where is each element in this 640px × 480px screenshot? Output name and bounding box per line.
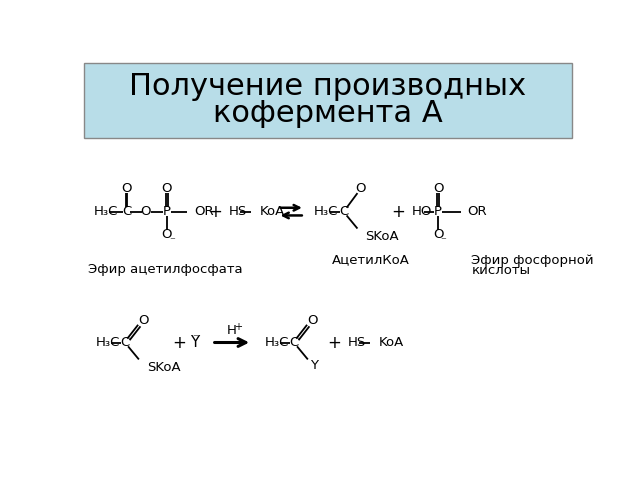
Text: HO: HO [412, 205, 432, 218]
Text: +: + [327, 334, 341, 351]
Text: +: + [209, 203, 223, 221]
Text: P: P [434, 205, 442, 218]
Text: H₃C: H₃C [264, 336, 289, 349]
Text: O: O [161, 228, 172, 241]
Text: OR: OR [195, 205, 214, 218]
Text: HS: HS [229, 205, 247, 218]
Text: KoA: KoA [379, 336, 404, 349]
Text: кислоты: кислоты [472, 264, 531, 277]
Text: C: C [339, 205, 348, 218]
Text: +: + [172, 334, 186, 351]
Text: Эфир ацетилфосфата: Эфир ацетилфосфата [88, 263, 243, 276]
Text: кофермента А: кофермента А [213, 98, 443, 128]
Text: Получение производных: Получение производных [129, 72, 527, 101]
Text: HS: HS [348, 336, 367, 349]
Text: SKoA: SKoA [147, 360, 180, 373]
Text: P: P [163, 205, 171, 218]
Text: H₃C: H₃C [94, 205, 118, 218]
Text: O: O [307, 314, 317, 327]
Text: H: H [227, 324, 237, 337]
Text: ⁻: ⁻ [440, 236, 447, 246]
Text: АцетилКоА: АцетилКоА [332, 253, 410, 266]
Text: C: C [289, 336, 298, 349]
Text: C: C [122, 205, 131, 218]
Text: O: O [433, 228, 444, 241]
Text: Эфир фосфорной: Эфир фосфорной [472, 254, 594, 267]
Text: ⁻: ⁻ [170, 236, 175, 246]
Text: SKoA: SKoA [365, 230, 399, 243]
Text: H₃C: H₃C [95, 336, 120, 349]
Text: H₃C: H₃C [314, 205, 339, 218]
Text: OR: OR [467, 205, 487, 218]
Text: C: C [120, 336, 129, 349]
Text: Y: Y [190, 335, 199, 350]
Text: O: O [355, 182, 366, 195]
FancyBboxPatch shape [84, 63, 572, 138]
Text: +: + [391, 203, 404, 221]
Text: O: O [141, 205, 151, 218]
Text: O: O [161, 182, 172, 195]
Text: KoA: KoA [260, 205, 285, 218]
Text: Y: Y [310, 359, 318, 372]
Text: +: + [234, 322, 242, 332]
Text: O: O [433, 182, 444, 195]
Text: ⁻: ⁻ [192, 333, 198, 343]
Text: O: O [138, 314, 149, 327]
Text: O: O [121, 182, 132, 195]
